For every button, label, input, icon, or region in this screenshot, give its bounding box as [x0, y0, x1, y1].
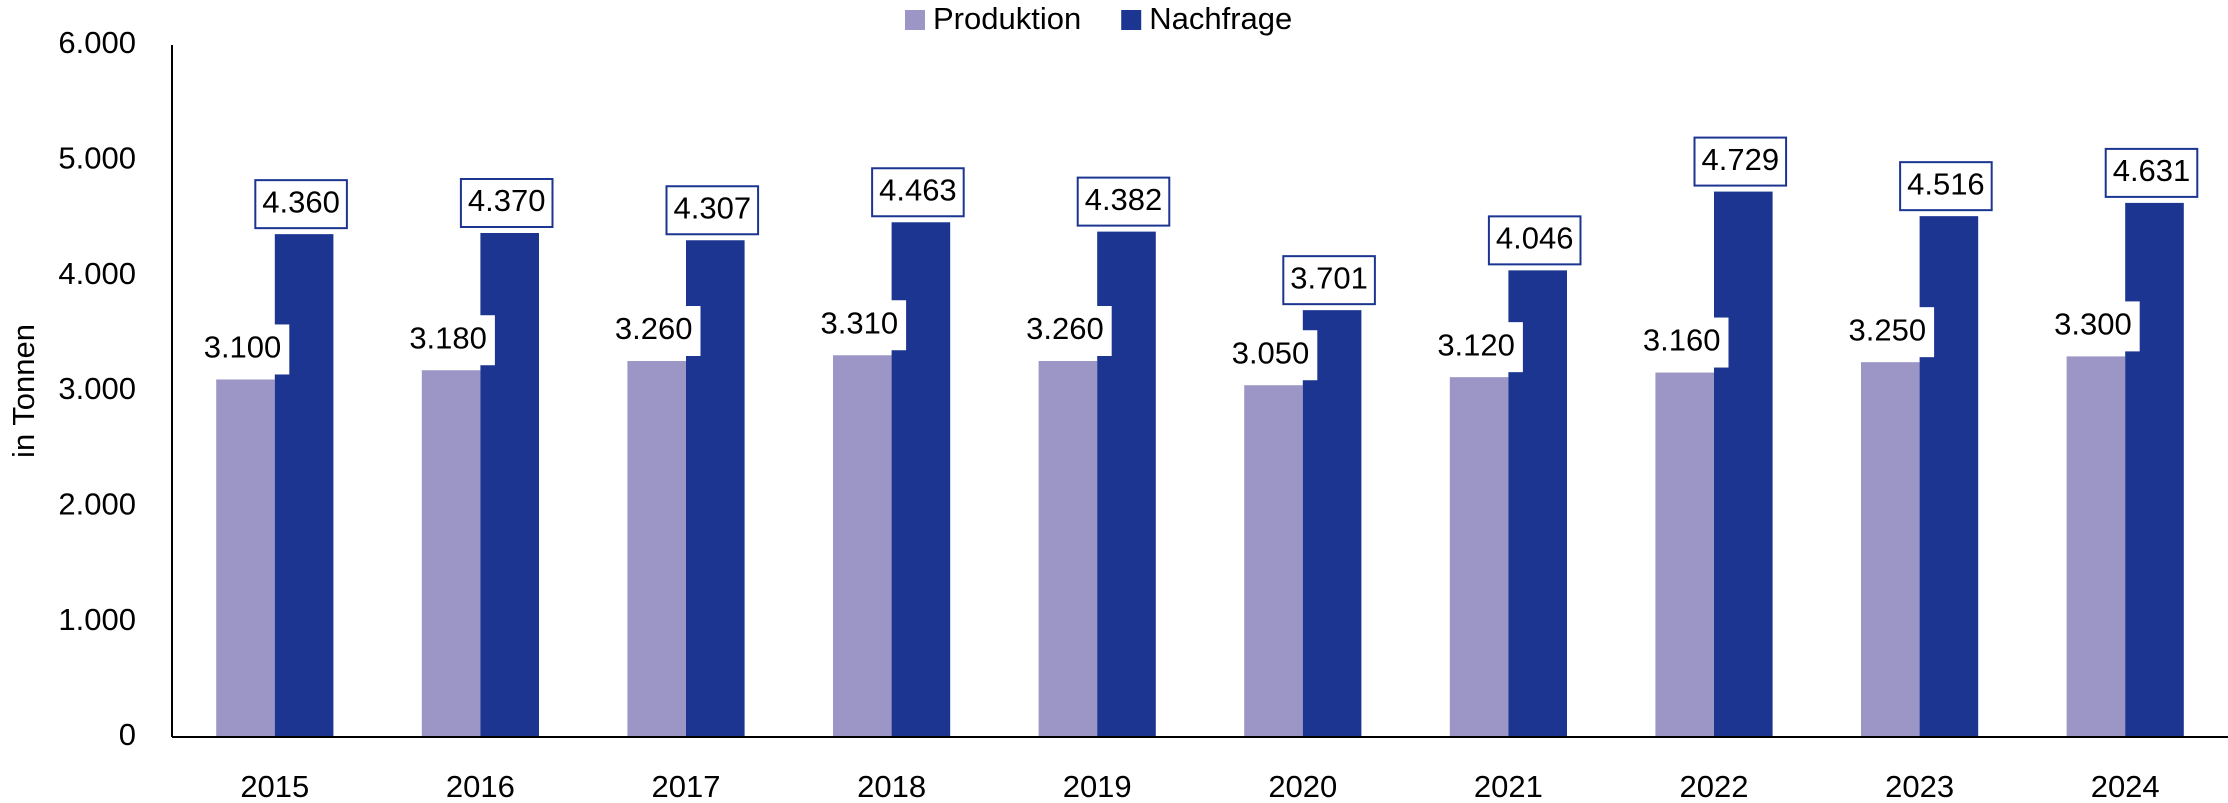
- y-tick-label: 5.000: [58, 141, 136, 176]
- data-label: 3.260: [615, 311, 693, 346]
- data-label: 4.463: [879, 172, 957, 207]
- data-label-box: [2046, 301, 2140, 352]
- data-label-box: [1840, 307, 1935, 358]
- data-label-box: [1487, 215, 1582, 266]
- legend-swatch: [1121, 10, 1142, 30]
- data-label: 3.260: [1026, 311, 1104, 346]
- bar: [833, 355, 892, 737]
- bar: [1861, 362, 1920, 737]
- data-label: 4.046: [1496, 221, 1574, 256]
- x-tick-label: 2022: [1680, 769, 1749, 803]
- x-tick-label: 2016: [446, 769, 515, 803]
- bar: [627, 361, 686, 737]
- bar: [274, 234, 334, 737]
- x-tick-label: 2021: [1474, 769, 1543, 803]
- data-label: 3.100: [204, 330, 282, 365]
- data-label-box: [1282, 255, 1376, 306]
- bar: [1244, 385, 1303, 737]
- data-label-box: [1693, 136, 1788, 187]
- bar: [1655, 372, 1714, 737]
- legend-label: Produktion: [933, 1, 1081, 36]
- data-label-box: [1429, 322, 1523, 373]
- bar: [1449, 377, 1509, 737]
- data-label: 4.382: [1085, 182, 1163, 217]
- data-label: 3.120: [1437, 327, 1515, 362]
- data-label: 3.310: [821, 305, 899, 340]
- bar: [2066, 356, 2126, 737]
- data-label: 3.300: [2054, 307, 2132, 342]
- data-label: 3.701: [1290, 260, 1368, 295]
- y-tick-label: 2.000: [58, 487, 136, 522]
- data-label-box: [1223, 330, 1318, 381]
- data-label-box: [871, 167, 965, 218]
- data-label: 4.631: [2113, 153, 2191, 188]
- legend-label: Nachfrage: [1149, 1, 1292, 36]
- data-label: 3.160: [1643, 323, 1721, 358]
- bar: [480, 232, 539, 737]
- data-label: 3.050: [1232, 335, 1310, 370]
- data-label-box: [1076, 176, 1171, 227]
- data-label-box: [459, 177, 554, 228]
- x-tick-label: 2024: [2091, 769, 2160, 803]
- bar: [216, 379, 275, 737]
- bar: [1919, 216, 1979, 737]
- data-label-box: [812, 300, 907, 351]
- bar: [421, 370, 481, 737]
- y-tick-label: 6.000: [58, 25, 136, 60]
- data-label-box: [606, 306, 701, 357]
- legend-swatch: [905, 10, 925, 30]
- x-tick-label: 2023: [1885, 769, 1954, 803]
- bar: [1714, 191, 1773, 737]
- y-axis-label: in Tonnen: [6, 324, 41, 458]
- data-label-box: [2104, 147, 2199, 198]
- x-tick-label: 2017: [652, 769, 721, 803]
- data-label: 3.180: [409, 320, 487, 355]
- bar: [1302, 310, 1362, 737]
- x-tick-label: 2015: [240, 769, 309, 803]
- y-tick-label: 0: [119, 717, 136, 752]
- data-label: 4.307: [674, 190, 752, 225]
- data-label: 4.516: [1907, 166, 1985, 201]
- data-label: 4.729: [1702, 142, 1780, 177]
- x-tick-label: 2020: [1268, 769, 1337, 803]
- data-label-box: [1899, 161, 1993, 212]
- data-label-box: [195, 324, 290, 375]
- data-label-box: [254, 179, 348, 230]
- y-tick-label: 3.000: [58, 371, 136, 406]
- y-tick-label: 4.000: [58, 256, 136, 291]
- bar: [891, 222, 951, 737]
- data-label: 4.360: [262, 184, 340, 219]
- data-label-box: [1634, 317, 1729, 368]
- data-label-box: [665, 185, 760, 236]
- data-label-box: [1018, 306, 1112, 357]
- data-label-box: [401, 315, 495, 366]
- x-tick-label: 2019: [1063, 769, 1132, 803]
- bar: [2125, 202, 2184, 737]
- y-tick-label: 1.000: [58, 602, 136, 637]
- bar: [1038, 361, 1098, 737]
- x-tick-label: 2018: [857, 769, 926, 803]
- data-label: 3.250: [1849, 312, 1927, 347]
- data-label: 4.370: [468, 183, 546, 218]
